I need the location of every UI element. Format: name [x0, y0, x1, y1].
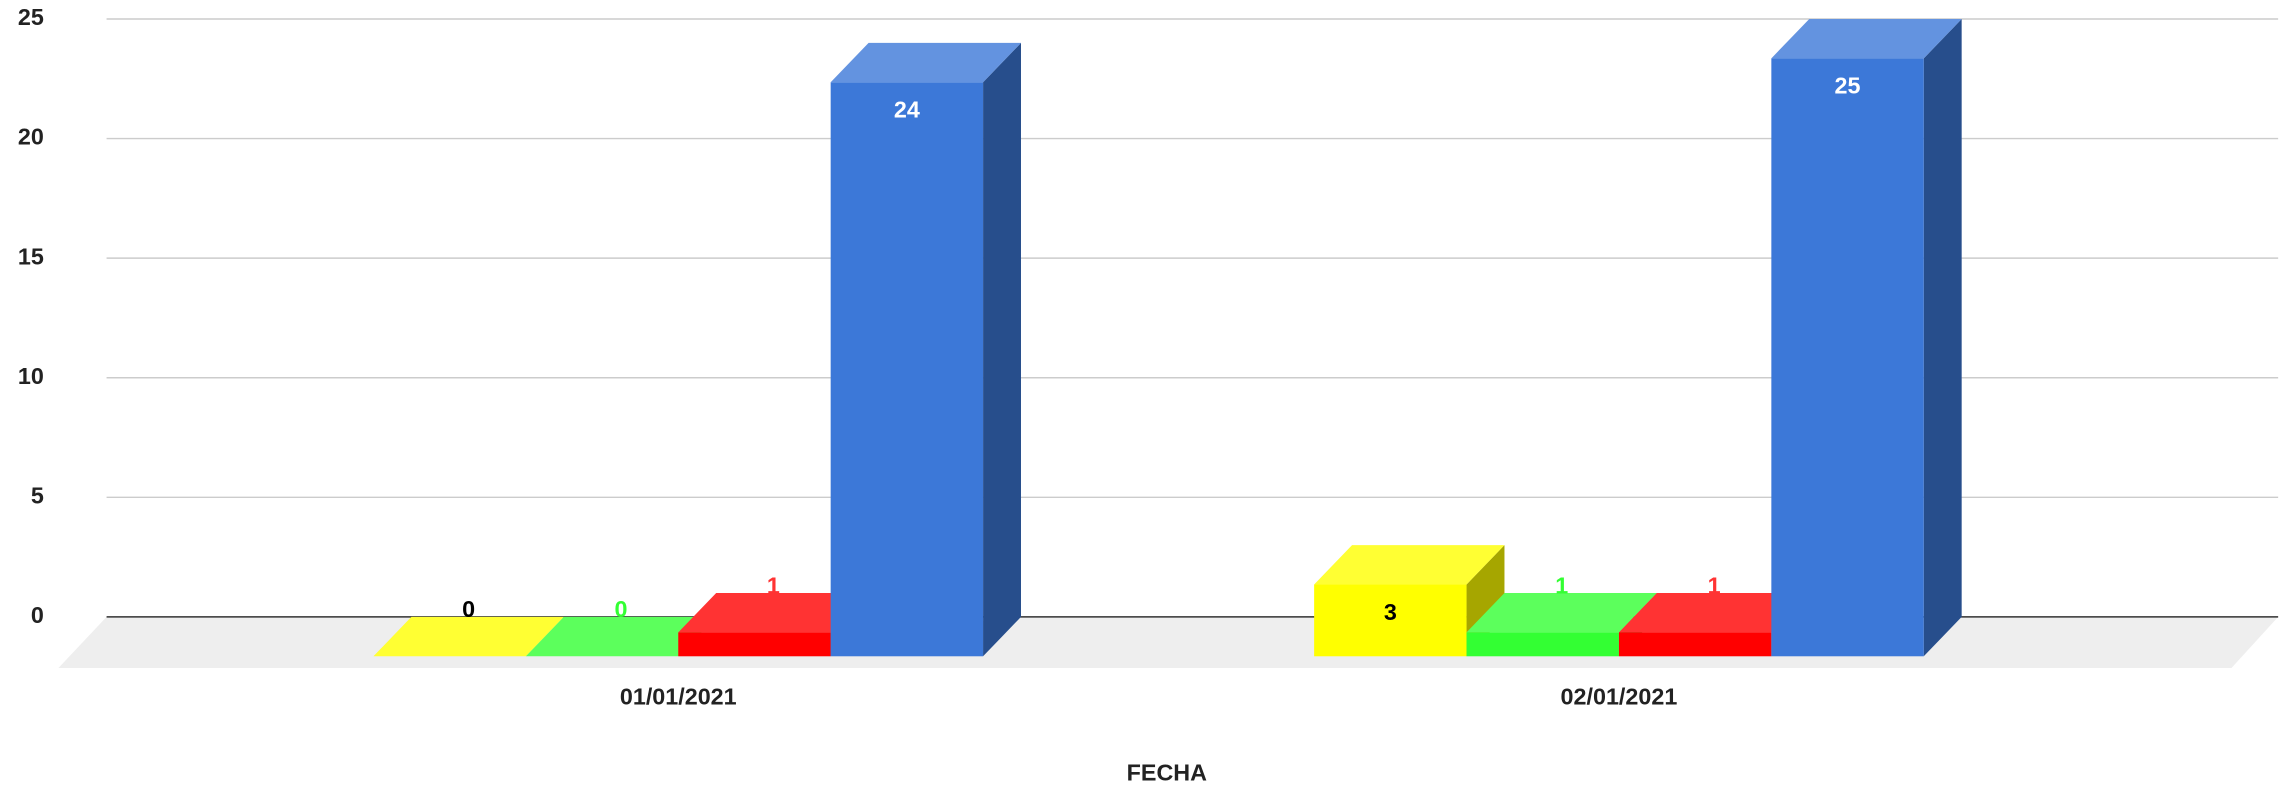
data-label: 0 [615, 596, 628, 622]
bar: 0 [525, 596, 717, 657]
data-label: 3 [1384, 599, 1397, 625]
bar-front [1314, 584, 1467, 657]
bar-top [525, 616, 717, 657]
bar: 1 [1618, 572, 1810, 657]
y-tick-label: 0 [31, 602, 44, 628]
bar-top [1618, 592, 1810, 633]
y-tick-label: 20 [18, 124, 44, 150]
bar-side [1923, 18, 1962, 657]
bar-top [678, 592, 869, 633]
bar-front [830, 82, 984, 657]
bar-front [678, 632, 831, 657]
bar-top [373, 616, 564, 657]
bar-top [1466, 592, 1657, 633]
bar-top [1771, 18, 1962, 59]
bar-top [830, 42, 1021, 83]
bar-front [1771, 58, 1924, 657]
bar-top [1314, 545, 1505, 585]
y-tick-label: 10 [18, 363, 44, 389]
data-label: 1 [1555, 572, 1568, 598]
data-label: 25 [1835, 73, 1861, 99]
y-tick-label: 5 [31, 482, 44, 508]
bar: 24 [830, 42, 1021, 657]
data-label: 24 [894, 97, 920, 123]
data-label: 1 [767, 572, 780, 598]
y-tick-label: 15 [18, 243, 44, 269]
y-tick-label: 25 [18, 4, 44, 30]
bar-side [983, 42, 1021, 657]
bar-front [1618, 632, 1772, 657]
x-tick-label: 01/01/2021 [620, 684, 737, 710]
bar: 0 [373, 596, 564, 657]
data-label: 0 [462, 596, 475, 622]
x-axis-label: FECHA [1127, 760, 1208, 786]
bar: 25 [1771, 18, 1962, 657]
x-tick-label: 02/01/2021 [1561, 684, 1678, 710]
data-label: 1 [1708, 572, 1721, 598]
bar-front [1466, 632, 1619, 657]
